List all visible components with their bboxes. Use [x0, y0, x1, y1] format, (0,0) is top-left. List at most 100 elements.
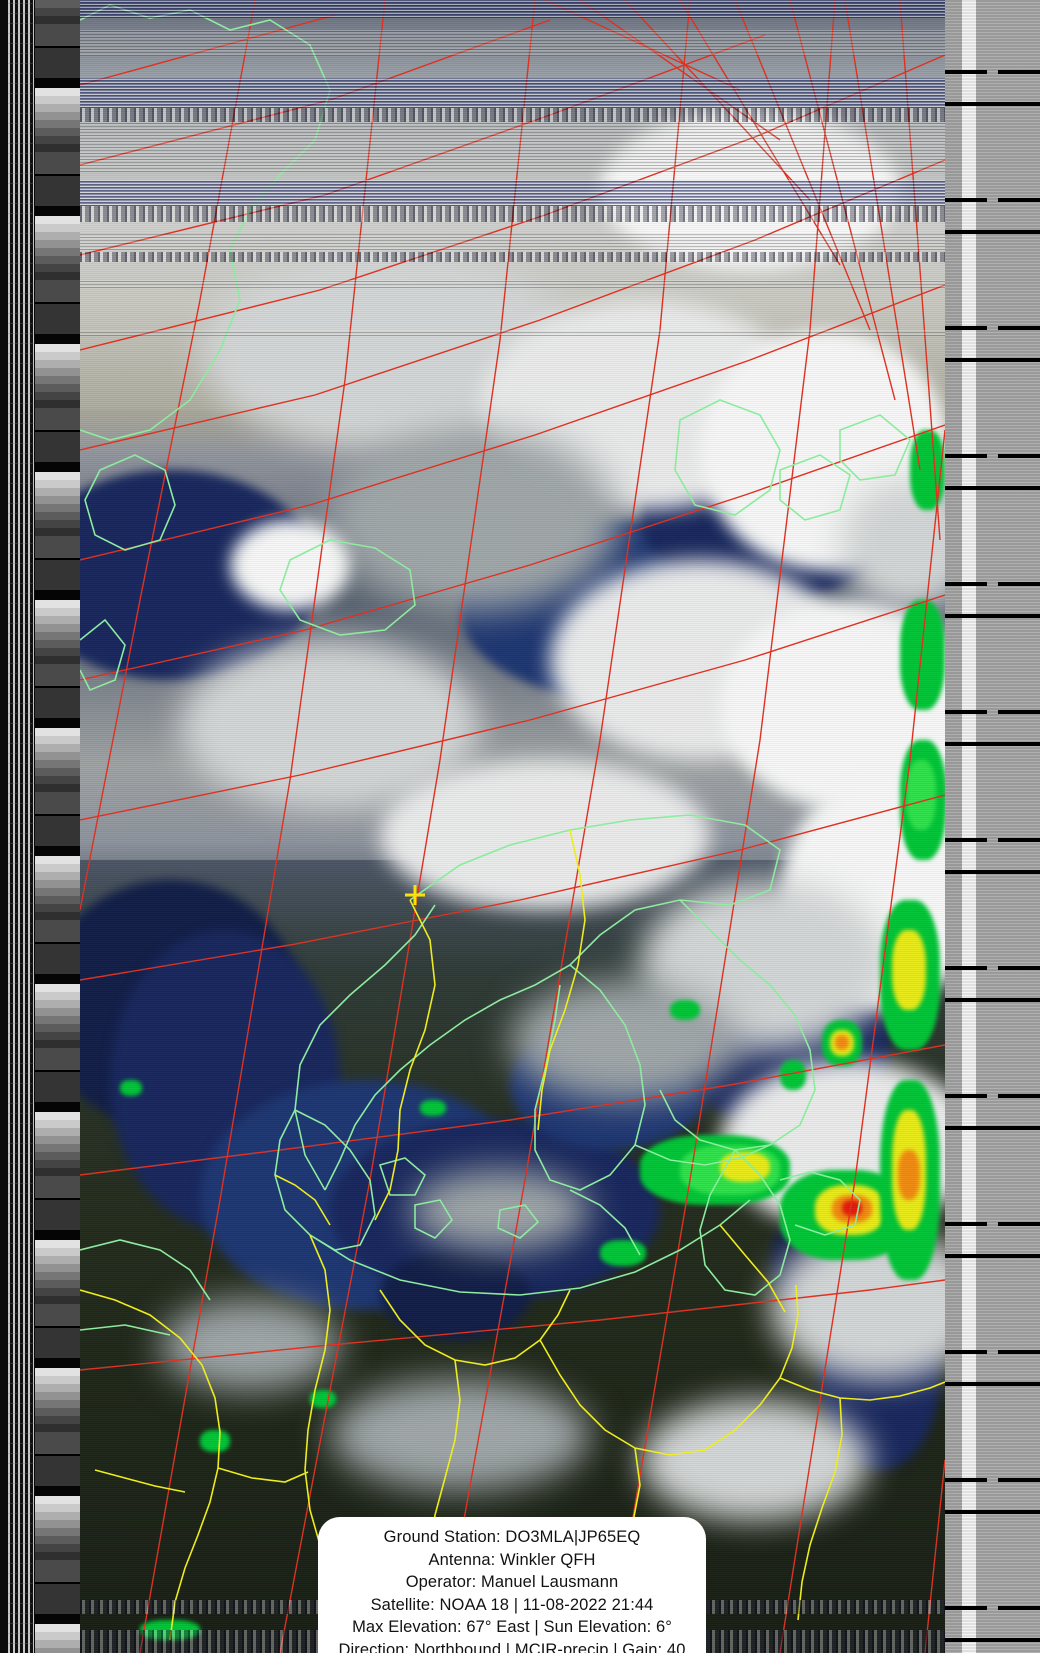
- wedge-step: [35, 1368, 80, 1376]
- wedge-step: [35, 144, 80, 152]
- wedge-frame: [35, 1358, 80, 1368]
- wedge-block: [35, 664, 80, 686]
- telemetry-bar: [945, 710, 987, 714]
- wedge-step: [35, 1040, 80, 1048]
- wedge-step: [35, 344, 80, 352]
- telemetry-noise: [945, 0, 1040, 1653]
- wedge-step: [35, 224, 80, 232]
- wedge-step: [35, 1160, 80, 1168]
- wedge-step: [35, 1256, 80, 1264]
- telemetry-bar: [945, 1126, 1040, 1130]
- wedge-frame: [35, 1486, 80, 1496]
- wedge-step: [35, 1416, 80, 1424]
- wedge-step: [35, 1120, 80, 1128]
- wedge-block: [35, 1432, 80, 1454]
- wedge-step: [35, 760, 80, 768]
- wedge-step: [35, 1008, 80, 1016]
- wedge-separator: [35, 686, 80, 688]
- precip-cell: [835, 1035, 849, 1050]
- wedge-separator: [35, 558, 80, 560]
- wedge-block: [35, 176, 80, 206]
- wedge-step: [35, 400, 80, 408]
- wedge-separator: [35, 814, 80, 816]
- wedge-step: [35, 888, 80, 896]
- telemetry-bar: [945, 1510, 1040, 1514]
- wedge-step: [35, 1400, 80, 1408]
- wedge-block: [35, 408, 80, 430]
- wedge-step: [35, 1528, 80, 1536]
- wedge-step: [35, 616, 80, 624]
- wedge-step: [35, 1240, 80, 1248]
- wedge-step: [35, 128, 80, 136]
- wedge-block: [35, 1048, 80, 1070]
- wedge-block: [35, 1584, 80, 1614]
- left-telemetry-column: [0, 0, 80, 1653]
- telemetry-bar: [945, 1094, 987, 1098]
- wedge-step: [35, 1024, 80, 1032]
- precip-cell: [420, 1100, 446, 1116]
- telemetry-bar: [945, 838, 987, 842]
- precip-cell: [898, 1150, 920, 1200]
- wedge-step: [35, 216, 80, 224]
- wedge-step: [35, 744, 80, 752]
- wedge-frame: [35, 846, 80, 856]
- telemetry-bar: [945, 870, 1040, 874]
- wedge-step: [35, 640, 80, 648]
- wedge-step: [35, 648, 80, 656]
- wedge-separator: [35, 302, 80, 304]
- info-line-elevation: Max Elevation: 67° East | Sun Elevation:…: [352, 1618, 672, 1636]
- telemetry-bar: [998, 838, 1040, 842]
- wedge-block: [35, 24, 80, 46]
- info-line-satellite: Satellite: NOAA 18 | 11-08-2022 21:44: [370, 1595, 654, 1614]
- telemetry-bar: [945, 486, 1040, 490]
- telemetry-bar: [998, 1094, 1040, 1098]
- wedge-frame: [35, 1102, 80, 1112]
- wedge-step: [35, 1152, 80, 1160]
- wedge-frame: [35, 590, 80, 600]
- wedge-step: [35, 1144, 80, 1152]
- telemetry-bar: [945, 1606, 987, 1610]
- scan-noise-band: [80, 280, 945, 288]
- sync-pulse-stripes: [8, 0, 34, 1653]
- wedge-step: [35, 392, 80, 400]
- wedge-step: [35, 1632, 80, 1640]
- wedge-step: [35, 264, 80, 272]
- telemetry-bar: [945, 582, 987, 586]
- wedge-step: [35, 360, 80, 368]
- wedge-step: [35, 856, 80, 864]
- cloud-blob: [380, 760, 710, 910]
- telemetry-wedge-column: [35, 0, 80, 1653]
- wedge-step: [35, 512, 80, 520]
- station-marker-icon: [405, 885, 425, 905]
- telemetry-bar: [945, 966, 987, 970]
- telemetry-bar: [945, 998, 1040, 1002]
- wedge-step: [35, 520, 80, 528]
- wedge-step: [35, 1392, 80, 1400]
- telemetry-gray-base: [945, 0, 1040, 1653]
- scan-noise-band: [80, 122, 945, 172]
- info-line-antenna: Antenna: Winkler QFH: [428, 1550, 596, 1569]
- wedge-block: [35, 1328, 80, 1358]
- wedge-step: [35, 880, 80, 888]
- wedge-step: [35, 96, 80, 104]
- telemetry-bar: [945, 198, 987, 202]
- wedge-step: [35, 1552, 80, 1560]
- wedge-step: [35, 1544, 80, 1552]
- info-panel: Ground Station: DO3MLA|JP65EQ Antenna: W…: [318, 1517, 706, 1653]
- precip-cell: [670, 1000, 700, 1020]
- telemetry-bar: [945, 102, 1040, 106]
- wedge-block: [35, 688, 80, 718]
- wedge-step: [35, 472, 80, 480]
- telemetry-bar: [998, 966, 1040, 970]
- info-line-direction: Direction: Northbound | MCIR-precip | Ga…: [338, 1640, 686, 1653]
- wedge-block: [35, 816, 80, 846]
- telemetry-bar: [945, 1350, 987, 1354]
- wedge-step: [35, 992, 80, 1000]
- wedge-frame: [35, 1614, 80, 1624]
- satellite-image-area: [80, 0, 945, 1653]
- wedge-step: [35, 1168, 80, 1176]
- telemetry-bar: [945, 1222, 987, 1226]
- wedge-step: [35, 784, 80, 792]
- wedge-step: [35, 232, 80, 240]
- scan-noise-band: [80, 234, 945, 250]
